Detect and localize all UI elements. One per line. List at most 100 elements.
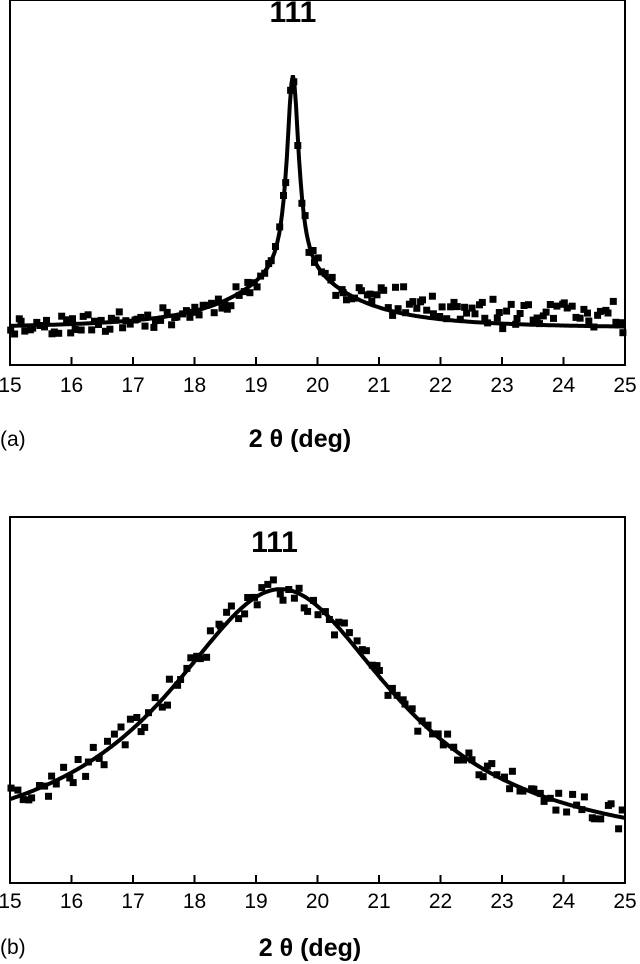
data-point xyxy=(516,310,524,317)
data-point xyxy=(216,622,224,630)
data-point xyxy=(7,326,15,334)
data-point xyxy=(465,749,473,757)
data-point xyxy=(507,300,515,308)
data-point xyxy=(246,289,254,297)
data-point xyxy=(618,806,626,814)
peak-label-b: 111 xyxy=(251,526,298,559)
x-tick-label: 19 xyxy=(244,374,267,397)
x-axis-title-a: 2 θ (deg) xyxy=(249,425,351,453)
data-point xyxy=(137,313,145,321)
peak-label-a: 111 xyxy=(270,0,317,29)
data-point xyxy=(615,825,623,833)
data-point xyxy=(223,305,231,313)
data-point xyxy=(596,307,604,315)
data-point xyxy=(503,307,511,315)
data-point xyxy=(520,302,528,309)
data-point xyxy=(463,309,471,317)
data-point xyxy=(52,780,60,788)
panel-label-b: (b) xyxy=(0,936,26,959)
data-point xyxy=(314,254,322,262)
x-tick-label: 15 xyxy=(0,374,22,397)
data-point xyxy=(107,314,115,322)
data-point xyxy=(414,727,422,735)
x-tick-label: 22 xyxy=(429,374,452,397)
data-point xyxy=(45,792,52,800)
data-point xyxy=(195,311,203,319)
data-point xyxy=(438,303,446,311)
data-point xyxy=(373,662,381,670)
data-point xyxy=(279,596,287,604)
data-point xyxy=(424,721,432,729)
data-point xyxy=(69,315,76,323)
fit-curve-b xyxy=(9,587,626,820)
data-point xyxy=(152,317,159,325)
data-point xyxy=(481,314,489,322)
data-point xyxy=(542,308,550,316)
data-point xyxy=(36,782,43,789)
data-point xyxy=(373,291,381,299)
data-point xyxy=(478,298,486,306)
data-point xyxy=(569,790,577,798)
data-point xyxy=(384,304,392,312)
x-tick-label: 15 xyxy=(0,890,22,913)
x-tick-label: 23 xyxy=(490,890,513,913)
data-point xyxy=(408,705,416,713)
data-point xyxy=(493,314,501,322)
data-point xyxy=(489,295,497,303)
data-point xyxy=(419,296,426,304)
data-point xyxy=(612,318,620,326)
data-point xyxy=(7,784,15,792)
data-point xyxy=(182,307,190,315)
x-tick-label: 16 xyxy=(60,374,83,397)
data-point xyxy=(121,741,129,749)
data-point xyxy=(429,310,437,318)
data-point xyxy=(508,767,516,775)
data-point xyxy=(530,785,538,793)
data-point xyxy=(607,800,615,808)
data-point xyxy=(331,631,338,639)
data-point xyxy=(117,723,125,731)
data-point xyxy=(483,762,491,770)
x-tick-label: 23 xyxy=(490,374,513,397)
data-point xyxy=(101,327,109,335)
plot-frame-a xyxy=(9,0,626,366)
data-point xyxy=(253,601,261,609)
data-point xyxy=(447,303,455,311)
data-point xyxy=(513,315,521,322)
data-point xyxy=(295,584,303,592)
data-point xyxy=(48,772,56,780)
data-point xyxy=(126,715,134,723)
data-point xyxy=(353,637,361,645)
data-point xyxy=(529,316,537,324)
x-tick-label: 25 xyxy=(613,890,636,913)
data-point xyxy=(151,694,159,702)
data-point xyxy=(539,312,547,320)
data-point xyxy=(133,714,141,721)
data-point xyxy=(519,787,527,795)
data-point xyxy=(43,316,50,324)
data-point xyxy=(580,305,588,313)
data-point xyxy=(163,308,171,316)
data-point xyxy=(14,786,22,794)
data-point xyxy=(584,309,591,317)
data-point xyxy=(158,703,166,711)
data-point xyxy=(227,602,235,610)
data-point xyxy=(29,324,37,332)
data-point xyxy=(63,316,71,324)
data-point xyxy=(604,309,612,317)
data-point xyxy=(335,618,343,626)
x-tick-label: 18 xyxy=(183,890,206,913)
data-point xyxy=(392,283,399,291)
panel-label-a: (a) xyxy=(0,428,26,451)
data-point xyxy=(276,590,284,598)
data-point xyxy=(173,313,181,321)
data-point xyxy=(609,297,617,305)
data-point xyxy=(214,295,222,303)
data-point xyxy=(106,325,114,333)
x-tick-label: 17 xyxy=(121,890,144,913)
data-point xyxy=(594,311,602,319)
data-point xyxy=(380,286,388,294)
data-point xyxy=(290,594,298,602)
data-point xyxy=(439,741,447,749)
